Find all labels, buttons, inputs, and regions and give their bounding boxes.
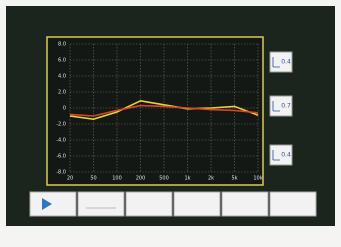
side-button-label: 0.7 [281,103,291,110]
side-button-label: 0.4 [281,59,291,66]
y-tick-label: -2.0 [56,122,66,128]
y-tick-label: 4.0 [58,74,66,80]
x-tick-label: 50 [90,176,96,182]
x-tick-label: 500 [159,176,169,182]
x-tick-label: 5k [231,176,237,182]
y-tick-label: 0 [63,106,66,112]
toolbar-button[interactable] [78,192,124,216]
y-tick-label: 8.0 [58,42,66,48]
x-tick-label: 1k [184,176,190,182]
side-button-label: 0.4 [281,152,291,159]
x-tick-label: 200 [136,176,146,182]
toolbar-button[interactable] [126,192,172,216]
x-tick-label: 10k [253,176,262,182]
y-tick-label: -4.0 [56,138,66,144]
toolbar-button[interactable] [270,192,316,216]
play-button[interactable] [30,192,76,216]
y-tick-label: -8.0 [56,170,66,176]
screen: 0.40.70.4 8.06.04.02.00-2.0-4.0-6.0-8.02… [0,0,341,243]
x-tick-label: 20 [67,176,73,182]
x-tick-label: 100 [112,176,122,182]
y-tick-label: 2.0 [58,90,66,96]
y-tick-label: -6.0 [56,154,66,160]
toolbar-button[interactable] [222,192,268,216]
x-tick-label: 2k [208,176,214,182]
toolbar-button[interactable] [174,192,220,216]
y-tick-label: 6.0 [58,58,66,64]
